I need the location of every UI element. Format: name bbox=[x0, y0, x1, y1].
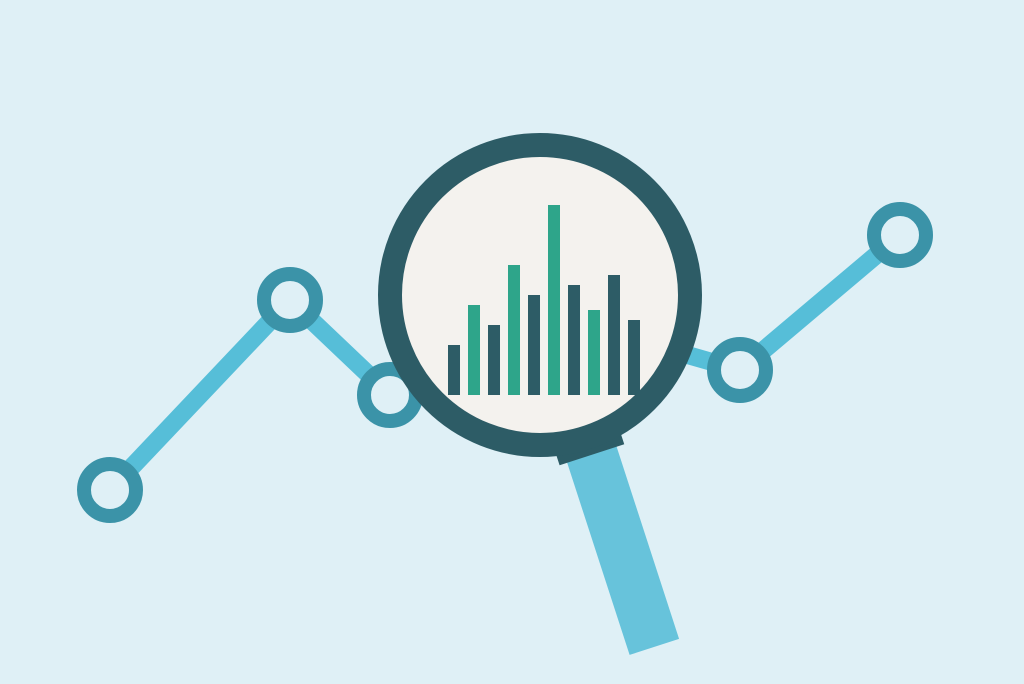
trend-node-4 bbox=[714, 344, 766, 396]
analytics-infographic bbox=[0, 0, 1024, 684]
bar-7 bbox=[588, 310, 600, 395]
trend-node-0 bbox=[84, 464, 136, 516]
bar-3 bbox=[508, 265, 520, 395]
bar-6 bbox=[568, 285, 580, 395]
trend-node-1 bbox=[264, 274, 316, 326]
trend-node-5 bbox=[874, 209, 926, 261]
infographic-svg bbox=[0, 0, 1024, 684]
bar-0 bbox=[448, 345, 460, 395]
bar-2 bbox=[488, 325, 500, 395]
bar-5 bbox=[548, 205, 560, 395]
bar-8 bbox=[608, 275, 620, 395]
bar-4 bbox=[528, 295, 540, 395]
bar-1 bbox=[468, 305, 480, 395]
bar-9 bbox=[628, 320, 640, 395]
